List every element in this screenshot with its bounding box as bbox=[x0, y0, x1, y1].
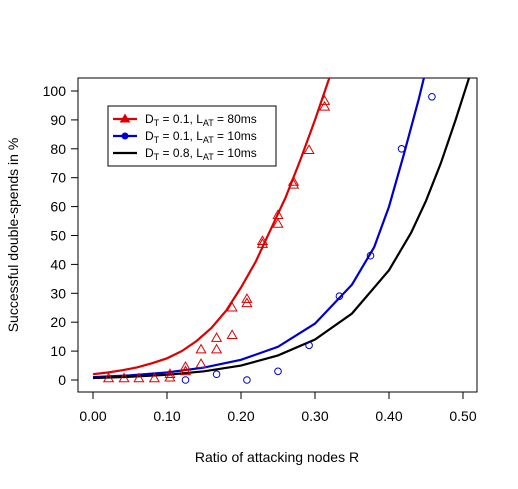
x-tick-label: 0.10 bbox=[153, 408, 180, 424]
y-tick-label: 30 bbox=[50, 285, 66, 301]
series-point-1 bbox=[164, 368, 176, 378]
y-axis-label: Successful double-spends in % bbox=[5, 138, 21, 333]
x-axis-label: Ratio of attacking nodes R bbox=[195, 449, 359, 465]
y-tick-label: 0 bbox=[58, 372, 66, 388]
series-point-2 bbox=[366, 251, 375, 260]
series-point-1 bbox=[287, 176, 300, 186]
legend-marker-2 bbox=[121, 132, 129, 140]
series-point-1 bbox=[102, 372, 115, 383]
series-point-2 bbox=[428, 92, 436, 101]
series-point-1 bbox=[287, 178, 300, 189]
y-tick-label: 40 bbox=[50, 256, 66, 272]
series-curves bbox=[92, 78, 471, 380]
series-point-2 bbox=[243, 376, 251, 384]
y-tick-label: 10 bbox=[50, 343, 66, 359]
legend-label-3: DT = 0.8, LAT = 10ms bbox=[145, 146, 257, 162]
y-tick-label: 50 bbox=[50, 228, 66, 244]
series-point-1 bbox=[195, 358, 207, 368]
x-tick-label: 0.50 bbox=[449, 408, 476, 424]
series-point-1 bbox=[226, 329, 238, 339]
y-tick-label: 90 bbox=[50, 112, 66, 128]
series-point-1 bbox=[133, 372, 145, 383]
legend-label-1: DT = 0.1, LAT = 80ms bbox=[145, 112, 257, 128]
series-point-1 bbox=[210, 343, 223, 354]
legend-label-2: DT = 0.1, LAT = 10ms bbox=[145, 129, 257, 145]
series-point-2 bbox=[212, 370, 221, 379]
y-tick-label: 100 bbox=[43, 83, 67, 99]
series-point-1 bbox=[256, 235, 269, 246]
legend-marker-1 bbox=[119, 113, 131, 123]
x-tick-label: 0.00 bbox=[79, 408, 106, 424]
series-point-1 bbox=[272, 209, 284, 220]
series-point-2 bbox=[181, 376, 190, 384]
series-point-1 bbox=[148, 372, 161, 383]
series-point-1 bbox=[179, 360, 192, 371]
y-tick-label: 20 bbox=[50, 314, 66, 330]
series-point-1 bbox=[164, 371, 176, 382]
series-points bbox=[102, 92, 436, 384]
y-tick-label: 80 bbox=[50, 141, 66, 157]
series-line-2 bbox=[92, 78, 426, 379]
series-point-1 bbox=[319, 100, 331, 111]
y-tick-label: 60 bbox=[50, 199, 66, 215]
series-point-2 bbox=[397, 145, 406, 153]
series-point-1 bbox=[303, 144, 315, 154]
series-point-2 bbox=[274, 367, 282, 376]
series-point-1 bbox=[319, 95, 331, 105]
y-tick-label: 70 bbox=[50, 170, 66, 186]
series-point-1 bbox=[272, 217, 284, 228]
y-axis: 0 10 20 30 40 50 60 70 80 90 100 bbox=[43, 83, 79, 388]
series-point-1 bbox=[118, 372, 130, 383]
series-point-1 bbox=[226, 301, 238, 312]
x-tick-label: 0.40 bbox=[375, 408, 402, 424]
series-point-1 bbox=[256, 238, 269, 248]
series-point-2 bbox=[335, 292, 344, 300]
series-point-1 bbox=[210, 332, 223, 342]
x-tick-label: 0.30 bbox=[301, 408, 328, 424]
series-point-2 bbox=[305, 341, 313, 350]
x-axis: 0.00 0.10 0.20 0.30 0.40 0.50 bbox=[79, 391, 477, 424]
series-point-1 bbox=[195, 343, 207, 354]
series-point-1 bbox=[241, 293, 253, 303]
x-tick-label: 0.20 bbox=[227, 408, 254, 424]
